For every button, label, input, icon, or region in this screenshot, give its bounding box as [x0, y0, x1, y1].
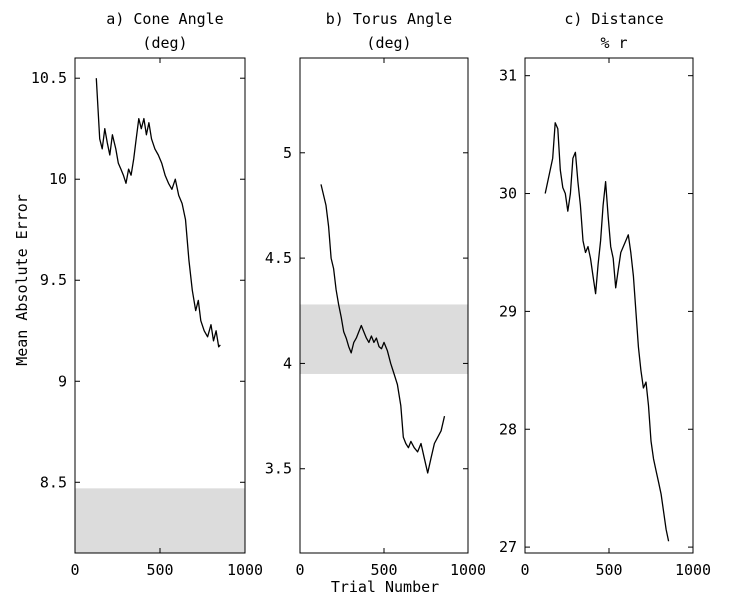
panel-subtitle-torus: (deg): [366, 34, 411, 52]
y-tick-label-distance: 31: [499, 67, 517, 85]
panel-distance: 27 28 29 30 31 0 500 1000 c) Distance % r: [499, 10, 711, 579]
x-tick-label-torus: 500: [370, 561, 397, 579]
panel-subtitle-distance: % r: [600, 34, 627, 52]
x-tick-label-cone: 500: [146, 561, 173, 579]
y-axis-label: Mean Absolute Error: [13, 194, 31, 366]
panel-torus: 3.5 4 4.5 5 0 500 1000 b) Torus Angle (deg): [265, 10, 486, 579]
y-tick-label-torus: 4: [283, 354, 292, 372]
y-tick-label-cone: 8.5: [40, 473, 67, 491]
series-line-distance: [544, 122, 670, 542]
y-tick-label-cone: 9.5: [40, 271, 67, 289]
y-tick-label-cone: 9: [58, 372, 67, 390]
panel-title-distance: c) Distance: [564, 10, 663, 28]
y-tick-label-distance: 27: [499, 538, 517, 556]
x-tick-label-distance: 0: [520, 561, 529, 579]
x-tick-label-torus: 0: [295, 561, 304, 579]
plot-frame-distance: [524, 57, 694, 554]
panel-cone: 8.5 9 9.5 10 10.5 0 500 1000 a) Cone Angle (deg): [31, 10, 263, 579]
series-line-torus: [320, 184, 446, 474]
y-tick-label-torus: 3.5: [265, 460, 292, 478]
plot-frame-cone: [74, 57, 246, 554]
panel-subtitle-cone: (deg): [142, 34, 187, 52]
target-band-cone: [75, 488, 245, 553]
y-tick-label-cone: 10: [49, 170, 67, 188]
series-line-cone: [95, 78, 221, 348]
x-tick-label-distance: 500: [595, 561, 622, 579]
x-tick-label-torus: 1000: [450, 561, 486, 579]
y-tick-label-torus: 4.5: [265, 249, 292, 267]
x-tick-label-cone: 0: [70, 561, 79, 579]
y-tick-label-cone: 10.5: [31, 69, 67, 87]
panel-title-torus: b) Torus Angle: [326, 10, 452, 28]
panel-title-cone: a) Cone Angle: [106, 10, 223, 28]
x-tick-label-distance: 1000: [675, 561, 711, 579]
target-band-torus: [300, 304, 468, 374]
y-tick-label-distance: 30: [499, 185, 517, 203]
y-tick-label-distance: 28: [499, 420, 517, 438]
x-tick-label-cone: 1000: [227, 561, 263, 579]
y-tick-label-distance: 29: [499, 302, 517, 320]
y-tick-label-torus: 5: [283, 144, 292, 162]
x-axis-label: Trial Number: [331, 578, 439, 596]
